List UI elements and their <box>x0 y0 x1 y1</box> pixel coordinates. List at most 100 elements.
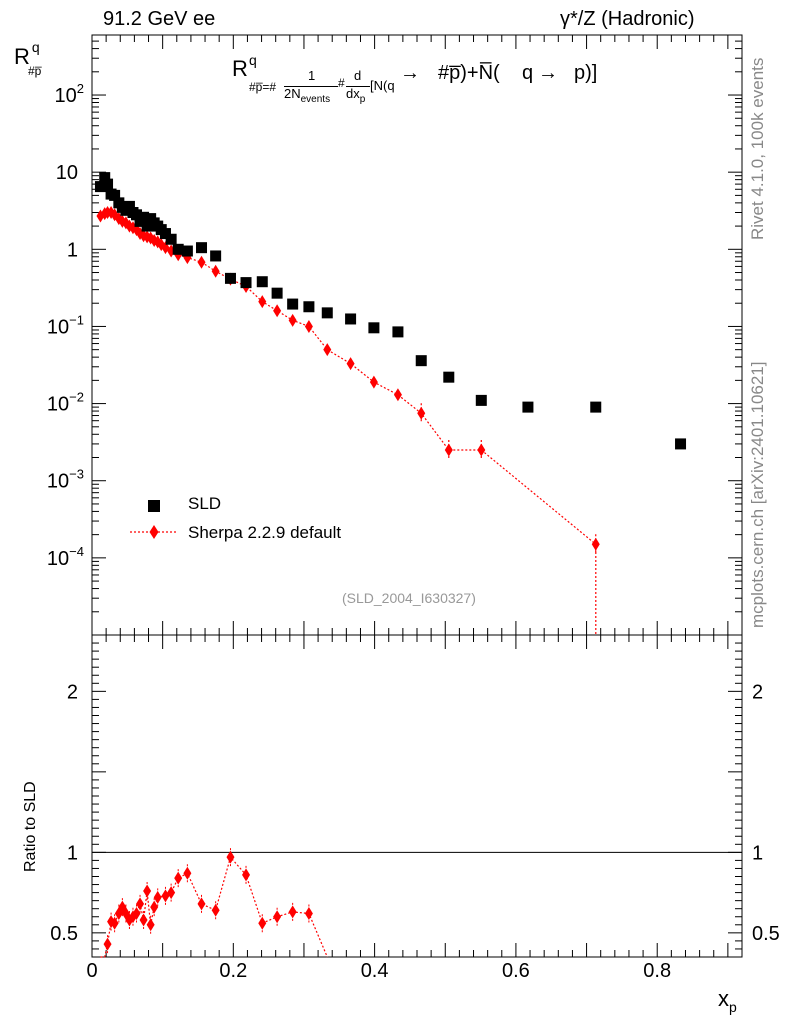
y-tick-label: 1 <box>67 239 78 261</box>
mc-point <box>591 537 600 551</box>
formula-sup: q <box>249 52 257 68</box>
mc-line <box>100 211 597 635</box>
mc-point <box>477 443 486 457</box>
mc-point <box>288 313 297 327</box>
mc-point <box>273 304 282 318</box>
header-left: 91.2 GeV ee <box>103 8 216 30</box>
ratio-point <box>288 905 297 919</box>
mc-point <box>304 319 313 333</box>
lower-axis-ticks <box>91 634 742 958</box>
data-point <box>415 355 427 367</box>
y-tick-label: 102 <box>55 81 84 107</box>
x-axis-title: xp <box>718 986 737 1015</box>
ratio-point <box>136 897 145 911</box>
ratio-y-tick-label: 2 <box>67 681 78 703</box>
y-tick-label: 10 <box>56 162 78 184</box>
mc-series-markers <box>96 205 600 555</box>
formula-part3: q <box>522 62 534 84</box>
legend-data-label: SLD <box>188 494 222 513</box>
lower-panel-frame <box>91 634 743 958</box>
data-point <box>590 401 602 413</box>
mc-point <box>197 255 206 269</box>
data-point <box>172 243 184 255</box>
mc-point <box>393 388 402 402</box>
x-tick-label: 0.2 <box>219 960 247 982</box>
x-tick-label: 0.8 <box>643 960 671 982</box>
rivet-label: Rivet 4.1.0, 100k events <box>748 57 767 240</box>
formula-tail: [N(q <box>370 78 395 93</box>
y-axis-title-sup: q <box>31 39 40 55</box>
data-point <box>287 298 299 310</box>
ratio-point <box>146 918 155 932</box>
ratio-y-tick-label-right: 2 <box>752 681 763 703</box>
ratio-point <box>273 910 282 924</box>
y-tick-label: 10−1 <box>47 312 84 338</box>
ratio-point <box>258 916 267 930</box>
formula-hash: # <box>338 76 345 90</box>
data-point <box>675 438 687 450</box>
mc-point <box>444 443 453 457</box>
ratio-point <box>139 913 148 927</box>
mc-point <box>417 406 426 420</box>
mcplots-label: mcplots.cern.ch [arXiv:2401.10621] <box>748 361 767 628</box>
y-tick-label: 10−3 <box>47 467 84 493</box>
x-tick-label: 0.6 <box>502 960 530 982</box>
legend-mc-marker <box>149 525 159 539</box>
ratio-y-axis-title: Ratio to SLD <box>22 781 39 872</box>
ratio-point <box>150 900 159 914</box>
data-point <box>256 276 268 288</box>
data-point <box>94 181 106 193</box>
data-point <box>138 211 150 223</box>
ratio-point <box>103 937 112 951</box>
y-tick-label: 10−2 <box>47 390 84 416</box>
data-point <box>321 307 333 319</box>
mc-series-line <box>100 211 597 635</box>
data-point <box>123 200 135 212</box>
legend-mc-label: Sherpa 2.2.9 default <box>188 523 342 542</box>
ratio-point <box>167 886 176 900</box>
x-axis-title-main: x <box>718 986 729 1011</box>
data-point <box>131 209 143 221</box>
plot-formula: R q #p̅=# 1 2Nevents # d dxp [N(q → #p̅)… <box>232 52 597 112</box>
legend-data-marker <box>148 500 160 512</box>
ratio-point <box>183 866 192 880</box>
ratio-point <box>304 907 313 921</box>
formula-arrow1: → <box>400 62 420 84</box>
y-axis-title-main: R <box>14 44 30 69</box>
data-point <box>102 178 114 190</box>
tick-labels: 10−4 10−3 10−2 10−1 1 10 102 0.5 0.5 1 1 2 2 0 0.2 0.4 0… <box>47 81 780 982</box>
data-point <box>345 313 357 325</box>
data-point <box>271 287 283 299</box>
formula-arrow2: → <box>538 62 558 84</box>
x-axis-title-sub: p <box>729 999 737 1015</box>
data-point <box>210 250 222 262</box>
data-point <box>443 371 455 383</box>
formula-part4: p)] <box>574 62 598 84</box>
data-point <box>240 277 252 289</box>
y-axis-title-sub: #p̅ <box>28 64 42 78</box>
mc-point <box>346 357 355 371</box>
data-point <box>159 228 171 240</box>
formula-frac-bar <box>284 86 338 87</box>
ratio-y-tick-label: 0.5 <box>50 923 78 945</box>
header-right: γ*/Z (Hadronic) <box>560 8 695 30</box>
y-tick-label: 10−4 <box>47 544 84 570</box>
ratio-point <box>153 890 162 904</box>
ratio-point <box>226 850 235 864</box>
ratio-y-tick-label-right: 1 <box>752 842 763 864</box>
data-point <box>181 245 193 257</box>
data-point <box>141 220 153 232</box>
ratio-y-tick-label-right: 0.5 <box>752 923 780 945</box>
mc-point <box>369 375 378 389</box>
x-tick-label: 0 <box>86 960 97 982</box>
ratio-y-tick-label: 1 <box>67 842 78 864</box>
upper-panel-frame <box>91 34 743 636</box>
formula-sub: #p̅=# <box>249 80 277 94</box>
upper-axis-ticks <box>91 34 742 636</box>
x-tick-label: 0.4 <box>361 960 389 982</box>
data-point <box>368 322 380 334</box>
formula-deriv-bar <box>346 86 370 87</box>
data-point <box>392 326 404 338</box>
